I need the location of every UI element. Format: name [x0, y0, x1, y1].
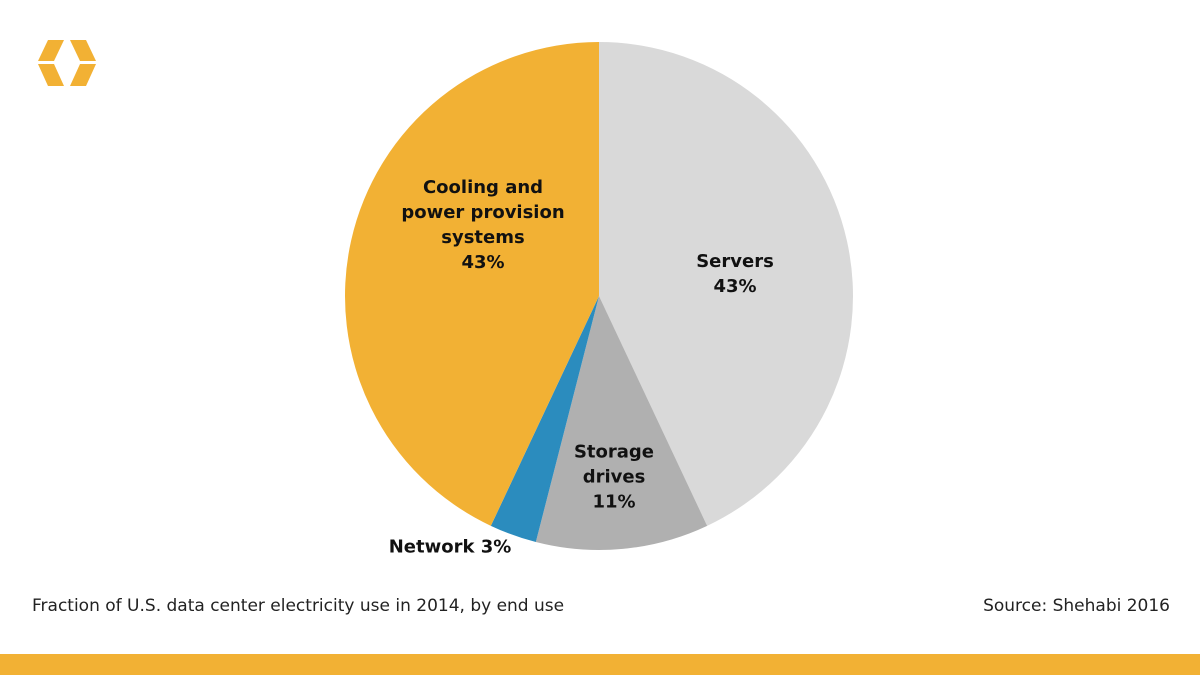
label-network: Network 3% [388, 536, 512, 558]
pie-slice-cooling [345, 42, 599, 526]
caption: Fraction of U.S. data center electricity… [32, 596, 565, 616]
pie-slice-storage [535, 296, 708, 550]
source: Source: Shehabi 2016 [983, 596, 1170, 616]
pie-slice-network [490, 296, 599, 543]
pie-slice-servers [599, 42, 854, 526]
label-servers: Servers 43% [696, 251, 774, 297]
label-cooling: Cooling and power provision systems 43% [401, 177, 565, 273]
logo-icon [38, 40, 96, 86]
label-storage: Storage drives 11% [573, 441, 655, 513]
footer-bar [0, 654, 1200, 675]
